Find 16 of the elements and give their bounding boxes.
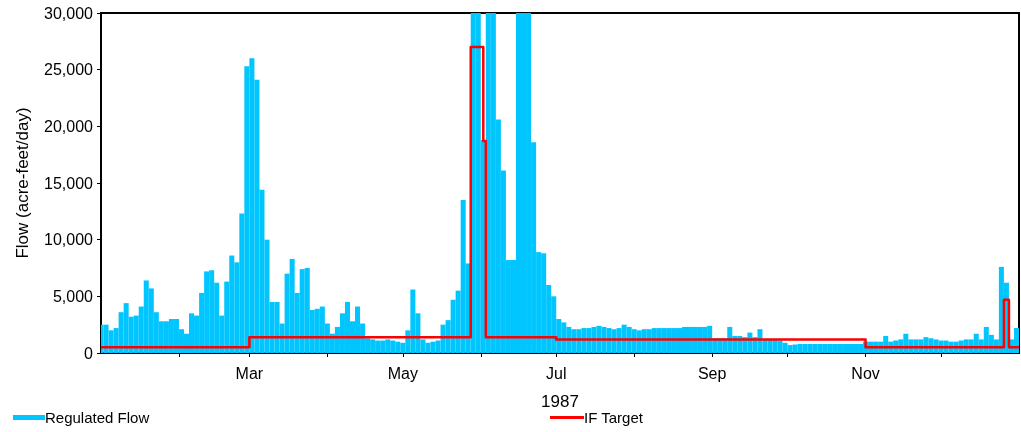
x-tick-label: Sep	[697, 364, 727, 382]
y-tick-label: 15,000	[44, 174, 94, 192]
x-tick-label: Jul	[546, 364, 567, 382]
x-tick-label: Nov	[851, 364, 880, 382]
y-tick-label: 5,000	[52, 287, 94, 305]
x-axis-title: 1987	[541, 392, 579, 411]
y-tick-label: 30,000	[44, 4, 94, 22]
x-tick-label: May	[387, 364, 418, 382]
y-tick-label: 25,000	[44, 61, 94, 79]
legend-label: IF Target	[584, 409, 644, 426]
y-axis-title: Flow (acre-feet/day)	[13, 107, 32, 259]
x-tick-label: Mar	[235, 364, 264, 382]
y-tick-label: 20,000	[44, 117, 94, 135]
y-tick-label: 0	[84, 344, 94, 362]
legend-label: Regulated Flow	[45, 409, 150, 426]
y-tick-label: 10,000	[44, 231, 94, 249]
